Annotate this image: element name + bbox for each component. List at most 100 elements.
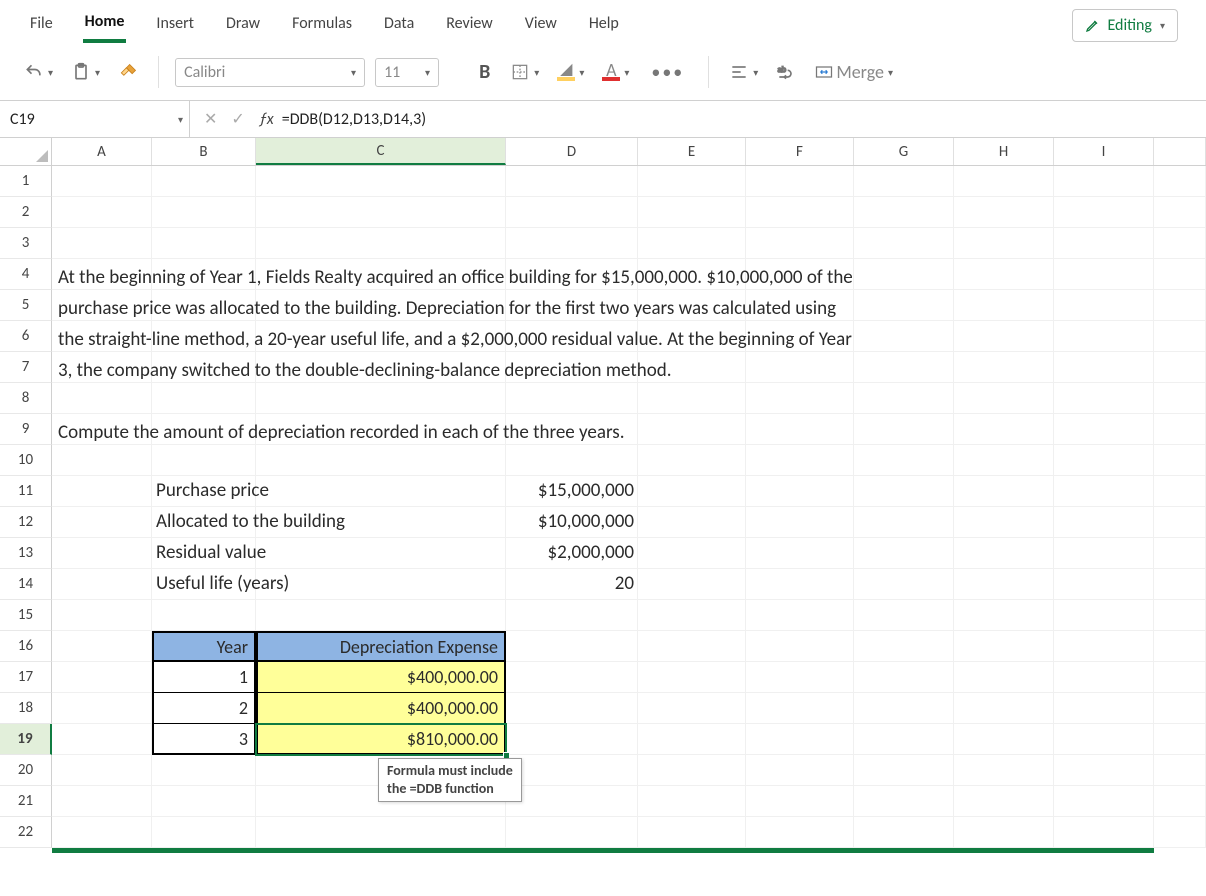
cell[interactable] <box>256 228 506 259</box>
row-header-19[interactable]: 19 <box>0 724 52 755</box>
cell[interactable] <box>746 693 854 724</box>
row-header-7[interactable]: 7 <box>0 352 52 383</box>
cell[interactable] <box>638 600 746 631</box>
accept-formula-button[interactable]: ✓ <box>231 109 244 129</box>
cell[interactable] <box>954 631 1054 662</box>
cell[interactable] <box>152 755 256 786</box>
cell[interactable] <box>506 755 638 786</box>
cell[interactable] <box>1154 383 1206 414</box>
cell[interactable] <box>506 197 638 228</box>
cell[interactable] <box>52 724 152 755</box>
cell[interactable] <box>746 166 854 197</box>
row-header-5[interactable]: 5 <box>0 290 52 321</box>
cell[interactable] <box>746 476 854 507</box>
select-all-corner[interactable] <box>0 138 52 165</box>
cell[interactable] <box>152 166 256 197</box>
dep-year-cell[interactable]: 3 <box>152 724 256 755</box>
formula-input[interactable]: =DDB(D12,D13,D14,3) <box>282 110 426 129</box>
cell[interactable] <box>1154 631 1206 662</box>
cell[interactable] <box>1154 538 1206 569</box>
cell[interactable] <box>152 600 256 631</box>
row-header-4[interactable]: 4 <box>0 259 52 290</box>
cell[interactable] <box>638 693 746 724</box>
cell[interactable] <box>1154 724 1206 755</box>
more-options-button[interactable]: ••• <box>643 61 692 83</box>
cell[interactable] <box>52 600 152 631</box>
cell[interactable] <box>1154 445 1206 476</box>
cell[interactable] <box>954 197 1054 228</box>
row-header-3[interactable]: 3 <box>0 228 52 259</box>
cell[interactable] <box>506 166 638 197</box>
cell[interactable] <box>1054 662 1154 693</box>
cell[interactable] <box>1054 445 1154 476</box>
borders-button[interactable]: ▾ <box>506 60 543 84</box>
cell[interactable] <box>854 786 954 817</box>
cell[interactable] <box>1154 290 1206 321</box>
cell[interactable] <box>1054 786 1154 817</box>
col-header-D[interactable]: D <box>506 138 638 165</box>
align-button[interactable]: ▾ <box>725 60 762 84</box>
cell[interactable] <box>954 569 1054 600</box>
cell[interactable] <box>854 755 954 786</box>
cell[interactable] <box>1154 228 1206 259</box>
cell[interactable] <box>954 383 1054 414</box>
cell[interactable] <box>854 197 954 228</box>
cell[interactable] <box>1054 755 1154 786</box>
cell[interactable] <box>1054 166 1154 197</box>
cell[interactable] <box>506 228 638 259</box>
row-header-18[interactable]: 18 <box>0 693 52 724</box>
cell[interactable] <box>854 290 954 321</box>
cell[interactable] <box>954 228 1054 259</box>
cell[interactable] <box>954 817 1054 848</box>
cell[interactable] <box>52 538 152 569</box>
cell[interactable] <box>854 259 954 290</box>
row-header-11[interactable]: 11 <box>0 476 52 507</box>
font-family-select[interactable]: Calibri ▾ <box>175 58 365 87</box>
cell[interactable] <box>1154 476 1206 507</box>
cell[interactable] <box>854 817 954 848</box>
cell[interactable] <box>506 383 638 414</box>
cell[interactable] <box>52 786 152 817</box>
cell[interactable] <box>1154 817 1206 848</box>
tab-review[interactable]: Review <box>444 10 495 41</box>
dep-expense-cell[interactable]: $400,000.00 <box>256 662 506 693</box>
cell[interactable] <box>1054 476 1154 507</box>
bold-button[interactable]: B <box>473 60 496 84</box>
cell[interactable] <box>854 383 954 414</box>
cell[interactable] <box>1054 321 1154 352</box>
cell[interactable] <box>52 631 152 662</box>
paste-button[interactable]: ▾ <box>67 60 104 84</box>
col-header-F[interactable]: F <box>746 138 854 165</box>
cell[interactable] <box>638 476 746 507</box>
cell[interactable] <box>854 445 954 476</box>
col-header-C[interactable]: C <box>256 138 506 165</box>
cell[interactable] <box>1154 197 1206 228</box>
row-header-14[interactable]: 14 <box>0 569 52 600</box>
cell[interactable] <box>52 166 152 197</box>
cell[interactable] <box>854 600 954 631</box>
row-header-20[interactable]: 20 <box>0 755 52 786</box>
cell[interactable] <box>1154 662 1206 693</box>
cell[interactable] <box>506 724 638 755</box>
cell[interactable] <box>746 662 854 693</box>
cell[interactable] <box>854 321 954 352</box>
cell[interactable] <box>52 507 152 538</box>
row-header-22[interactable]: 22 <box>0 817 52 848</box>
dep-year-cell[interactable]: 1 <box>152 662 256 693</box>
cell[interactable] <box>638 228 746 259</box>
cell[interactable] <box>638 445 746 476</box>
cell[interactable] <box>1154 600 1206 631</box>
cell[interactable] <box>1054 383 1154 414</box>
tab-draw[interactable]: Draw <box>224 10 262 41</box>
cell[interactable] <box>1054 228 1154 259</box>
cell[interactable] <box>52 662 152 693</box>
tab-view[interactable]: View <box>523 10 559 41</box>
font-size-select[interactable]: 11 ▾ <box>375 58 439 87</box>
tab-insert[interactable]: Insert <box>154 10 196 41</box>
cell[interactable] <box>954 352 1054 383</box>
cell[interactable] <box>52 228 152 259</box>
cell[interactable] <box>854 693 954 724</box>
cell[interactable] <box>638 755 746 786</box>
cell[interactable] <box>954 693 1054 724</box>
cell[interactable] <box>1054 290 1154 321</box>
